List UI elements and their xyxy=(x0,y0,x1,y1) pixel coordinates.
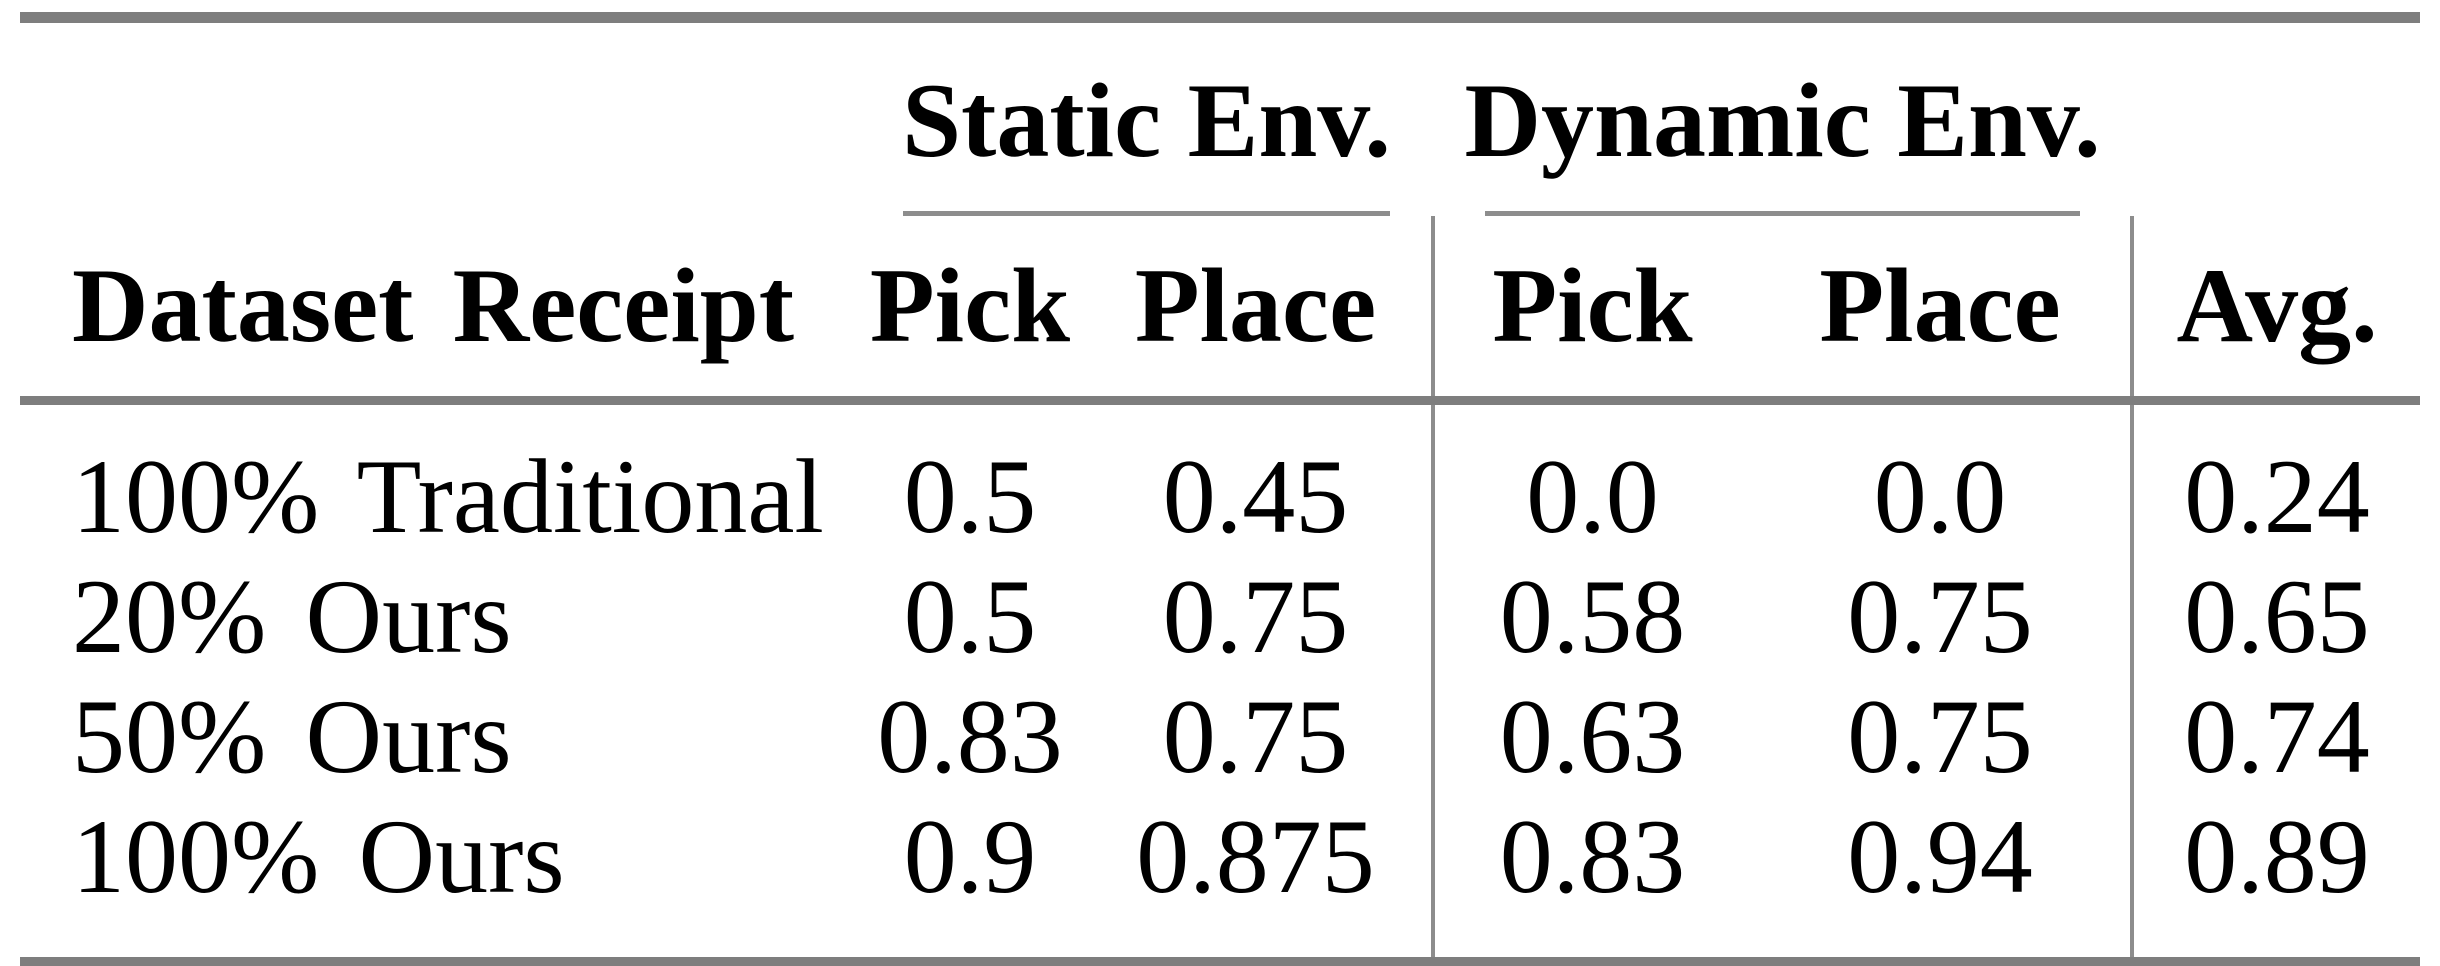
col-header-static-pick: Pick xyxy=(860,216,1080,405)
column-header-row: Dataset Receipt Pick Place Pick Place Av… xyxy=(20,216,2421,405)
group-header-spacer xyxy=(2132,18,2420,212)
results-table: Static Env. Dynamic Env. Dataset Receipt… xyxy=(20,12,2421,966)
cell-avg: 0.74 xyxy=(2130,677,2421,797)
group-header-row: Static Env. Dynamic Env. xyxy=(20,18,2420,212)
dynamic-env-underline xyxy=(1485,211,2080,216)
cell-avg: 0.89 xyxy=(2130,797,2421,962)
group-underline-row xyxy=(20,211,2420,216)
col-header-avg: Avg. xyxy=(2130,216,2421,405)
group-header-dynamic-env: Dynamic Env. xyxy=(1464,62,2101,179)
cell-static-place: 0.75 xyxy=(1162,678,1349,795)
group-header-spacer xyxy=(20,18,860,212)
cell-dynamic-place: 0.94 xyxy=(1847,798,2033,915)
cell-dynamic-pick: 0.58 xyxy=(1431,557,1751,677)
cell-static-place: 0.45 xyxy=(1162,438,1349,555)
static-env-underline xyxy=(902,211,1391,216)
cell-avg: 0.65 xyxy=(2130,557,2421,677)
cell-dynamic-place: 0.0 xyxy=(1873,438,2007,555)
cell-static-pick: 0.83 xyxy=(877,678,1063,795)
table-row: 100% Traditional 0.5 0.45 0.0 0.0 0.24 xyxy=(20,400,2421,557)
cell-static-pick: 0.5 xyxy=(903,558,1037,675)
row-label: 100% Ours xyxy=(72,798,565,915)
cell-dynamic-place: 0.75 xyxy=(1847,558,2033,675)
col-header-dynamic-pick: Pick xyxy=(1431,216,1751,405)
cell-static-pick: 0.5 xyxy=(903,438,1037,555)
col-header-static-place: Place xyxy=(1080,216,1434,405)
table-row: 20% Ours 0.5 0.75 0.58 0.75 0.65 xyxy=(20,557,2421,677)
table-row: 50% Ours 0.83 0.75 0.63 0.75 0.74 xyxy=(20,677,2421,797)
table-row: 100% Ours 0.9 0.875 0.83 0.94 0.89 xyxy=(20,797,2421,962)
cell-dynamic-pick: 0.63 xyxy=(1431,677,1751,797)
cell-dynamic-pick: 0.83 xyxy=(1431,797,1751,962)
cell-dynamic-pick: 0.0 xyxy=(1431,400,1751,557)
group-header-static-env: Static Env. xyxy=(902,62,1391,179)
row-label: 100% Traditional xyxy=(72,438,824,555)
col-header-dynamic-place: Place xyxy=(1750,216,2133,405)
cell-dynamic-place: 0.75 xyxy=(1847,678,2033,795)
col-header-dataset-receipt: Dataset Receipt xyxy=(20,216,860,405)
row-label: 50% Ours xyxy=(72,678,512,795)
cell-static-place: 0.875 xyxy=(1136,798,1375,915)
cell-static-pick: 0.9 xyxy=(903,798,1037,915)
cell-avg: 0.24 xyxy=(2130,400,2421,557)
cell-static-place: 0.75 xyxy=(1162,558,1349,675)
row-label: 20% Ours xyxy=(72,558,512,675)
